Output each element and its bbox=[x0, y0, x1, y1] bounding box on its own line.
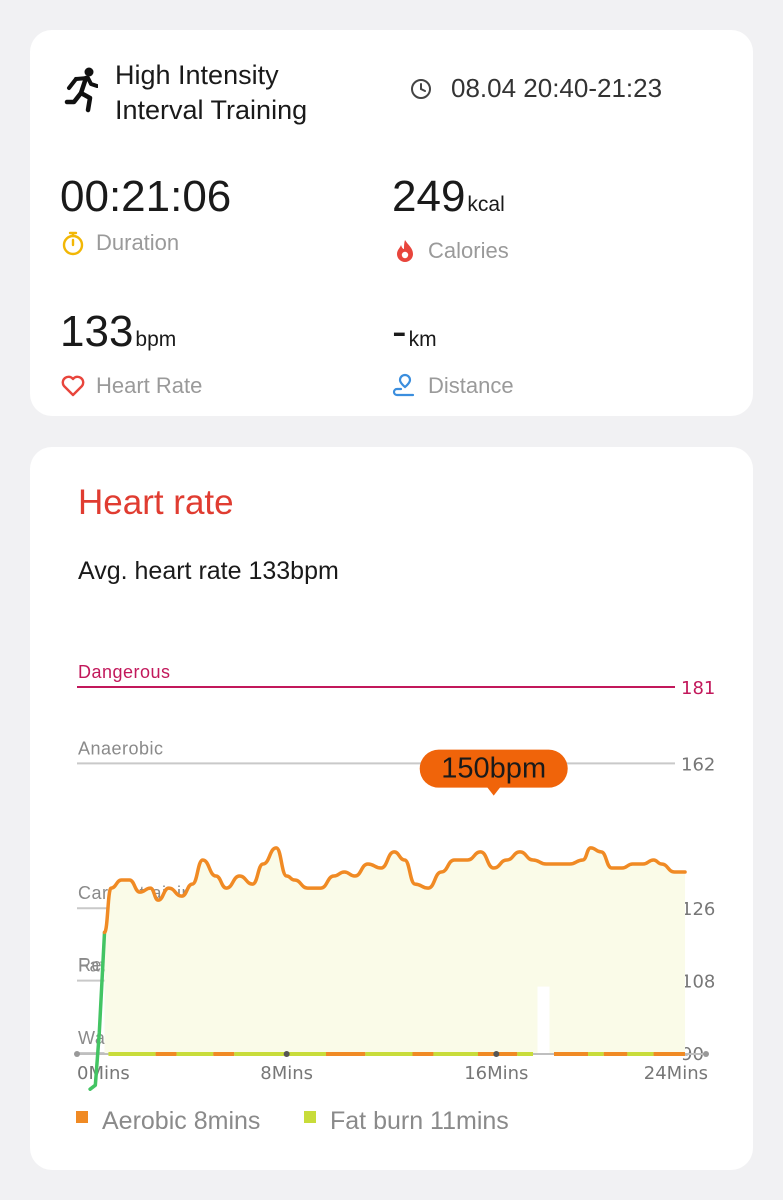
legend-aerobic-label: Aerobic 8mins bbox=[102, 1107, 261, 1135]
stat-calories: 249kcal Calories bbox=[392, 172, 509, 264]
zone-strip-11 bbox=[553, 1052, 589, 1056]
x-tick-dot-24 bbox=[703, 1051, 709, 1057]
workout-summary-card: High Intensity Interval Training 08.04 2… bbox=[30, 30, 753, 416]
route-pin-icon bbox=[392, 373, 415, 397]
zone-strip-13 bbox=[603, 1052, 628, 1056]
clock-icon bbox=[411, 79, 431, 99]
time-range: 08.04 20:40-21:23 bbox=[451, 73, 663, 103]
peak-bubble-pointer bbox=[486, 786, 501, 796]
zone-strip-3 bbox=[213, 1052, 235, 1056]
calories-unit: kcal bbox=[467, 193, 505, 216]
zone-strip-5 bbox=[325, 1052, 366, 1056]
zone-strip-12 bbox=[588, 1052, 604, 1056]
fat-burn-swatch bbox=[304, 1110, 316, 1123]
heart-rate-title: Heart rate bbox=[78, 483, 234, 522]
x-tick-dot-16 bbox=[493, 1051, 500, 1057]
heart-rate-card: Heart rate Avg. heart rate 133bpm Danger… bbox=[30, 447, 753, 1170]
zone-strip-10 bbox=[517, 1052, 534, 1056]
zone-strip-7 bbox=[412, 1052, 434, 1056]
calories-label: Calories bbox=[428, 238, 509, 263]
zone-label-anaerobic: Anaerobic bbox=[78, 738, 164, 758]
distance-label: Distance bbox=[428, 373, 514, 398]
x-tick-label-24: 24Mins bbox=[644, 1063, 708, 1084]
stat-heart-rate: 133bpm Heart Rate bbox=[60, 307, 202, 399]
x-tick-label-16: 16Mins bbox=[464, 1063, 528, 1084]
heart-rate-value: 133 bbox=[60, 307, 134, 356]
running-person-icon bbox=[64, 67, 98, 113]
x-tick-label-8: 8Mins bbox=[260, 1063, 313, 1084]
legend-fat-burn: Fat burn 11mins bbox=[304, 1107, 509, 1136]
flame-icon bbox=[397, 240, 413, 262]
zone-strip-14 bbox=[627, 1052, 654, 1056]
heart-rate-unit: bpm bbox=[135, 328, 177, 351]
zone-threshold-anaerobic: 162 bbox=[681, 754, 715, 775]
legend-aerobic: Aerobic 8mins bbox=[76, 1107, 260, 1136]
x-tick-dot-8 bbox=[283, 1051, 290, 1057]
heart-rate-label: Heart Rate bbox=[96, 373, 203, 398]
stat-distance: -km Distance bbox=[392, 307, 514, 399]
peak-bubble bbox=[419, 749, 568, 788]
zone-strip-6 bbox=[365, 1052, 413, 1056]
activity-name: High Intensity Interval Training bbox=[115, 60, 308, 125]
x-tick-label-0: 0Mins bbox=[77, 1063, 130, 1084]
average-heart-rate: Avg. heart rate 133bpm bbox=[78, 557, 339, 585]
zone-strip-4 bbox=[234, 1052, 326, 1056]
zone-strip-15 bbox=[653, 1052, 686, 1056]
zone-strip-1 bbox=[155, 1052, 177, 1056]
legend-fat-burn-label: Fat burn 11mins bbox=[330, 1107, 509, 1135]
duration-value: 00:21:06 bbox=[60, 172, 232, 221]
calories-value: 249 bbox=[392, 172, 466, 221]
stat-duration: 00:21:06 Duration bbox=[60, 172, 231, 256]
heart-rate-line bbox=[102, 846, 687, 935]
zone-strip-2 bbox=[176, 1052, 214, 1056]
heart-rate-area bbox=[104, 847, 686, 1054]
zone-threshold-fat-burning: 108 bbox=[681, 972, 715, 993]
x-tick-dot-0 bbox=[74, 1051, 80, 1057]
peak-label: 150bpm bbox=[441, 753, 546, 785]
aerobic-swatch bbox=[76, 1110, 88, 1123]
data-gap bbox=[537, 986, 550, 1054]
distance-unit: km bbox=[408, 328, 437, 351]
zone-threshold-cardio-training: 126 bbox=[681, 899, 715, 920]
zone-label-dangerous: Dangerous bbox=[78, 662, 171, 682]
zone-strip-8 bbox=[433, 1052, 478, 1056]
zone-strip-0 bbox=[108, 1052, 156, 1056]
distance-value: - bbox=[392, 307, 407, 356]
duration-label: Duration bbox=[96, 230, 180, 255]
heart-icon bbox=[61, 375, 85, 397]
heart-rate-line-start bbox=[88, 930, 107, 1091]
stopwatch-icon bbox=[62, 231, 84, 256]
zone-threshold-dangerous: 181 bbox=[681, 678, 715, 699]
